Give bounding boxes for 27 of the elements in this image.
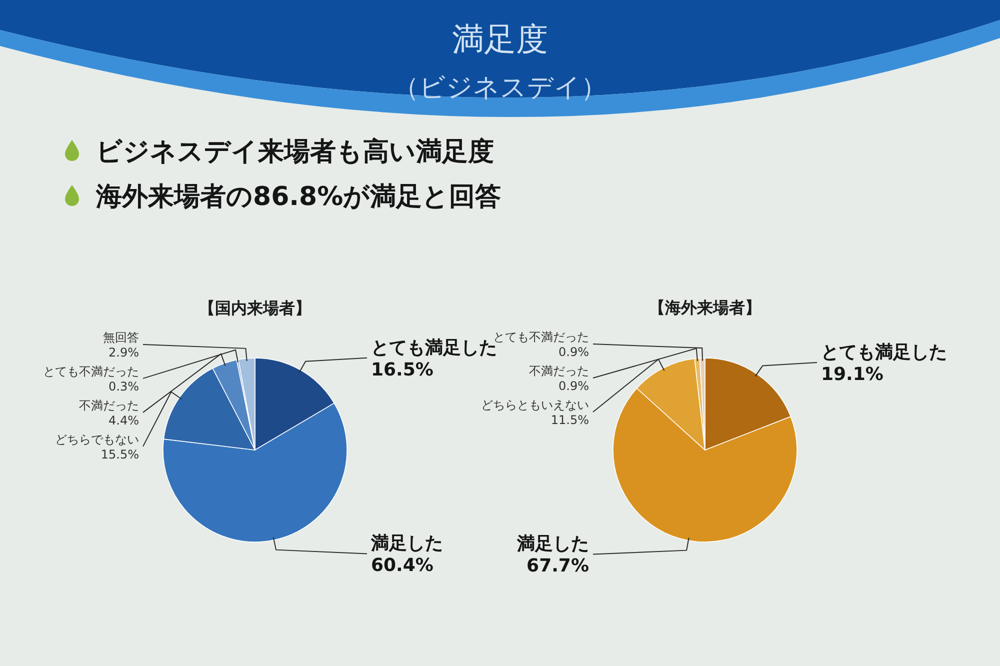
chart-title: 【国内来場者】	[199, 298, 311, 318]
text: （ビジネスデイ）	[393, 73, 607, 103]
slice-label: 満足した	[370, 533, 443, 554]
slice-label: とても不満だった	[493, 330, 589, 344]
data-label: 19.1%	[821, 364, 884, 385]
data-label: 11.5%	[550, 412, 589, 427]
data-label: 0.3%	[108, 379, 139, 394]
data-label: 2.9%	[108, 345, 139, 360]
data-label: 67.7%	[526, 556, 589, 577]
slice-label: どちらともいえない	[481, 398, 589, 412]
slice-label: 無回答	[103, 330, 139, 344]
slice-label: 不満だった	[529, 364, 589, 378]
data-label: 0.9%	[558, 378, 589, 393]
text: ビジネスデイ来場者も高い満足度	[96, 137, 494, 167]
text: 海外来場者の86.8%が満足と回答	[95, 182, 502, 212]
slice-label: 不満だった	[79, 398, 139, 412]
slice-label: とても不満だった	[43, 364, 139, 378]
text: 満足度	[452, 20, 548, 58]
data-label: 4.4%	[108, 413, 139, 428]
chart-title: 【海外来場者】	[649, 298, 761, 318]
data-label: 15.5%	[100, 447, 139, 462]
slice-label: 満足した	[516, 534, 589, 555]
data-label: 60.4%	[371, 555, 434, 576]
data-label: 0.9%	[558, 344, 589, 359]
slice-label: どちらでもない	[55, 432, 139, 446]
data-label: 16.5%	[371, 359, 434, 380]
slice-label: とても満足した	[821, 342, 947, 363]
